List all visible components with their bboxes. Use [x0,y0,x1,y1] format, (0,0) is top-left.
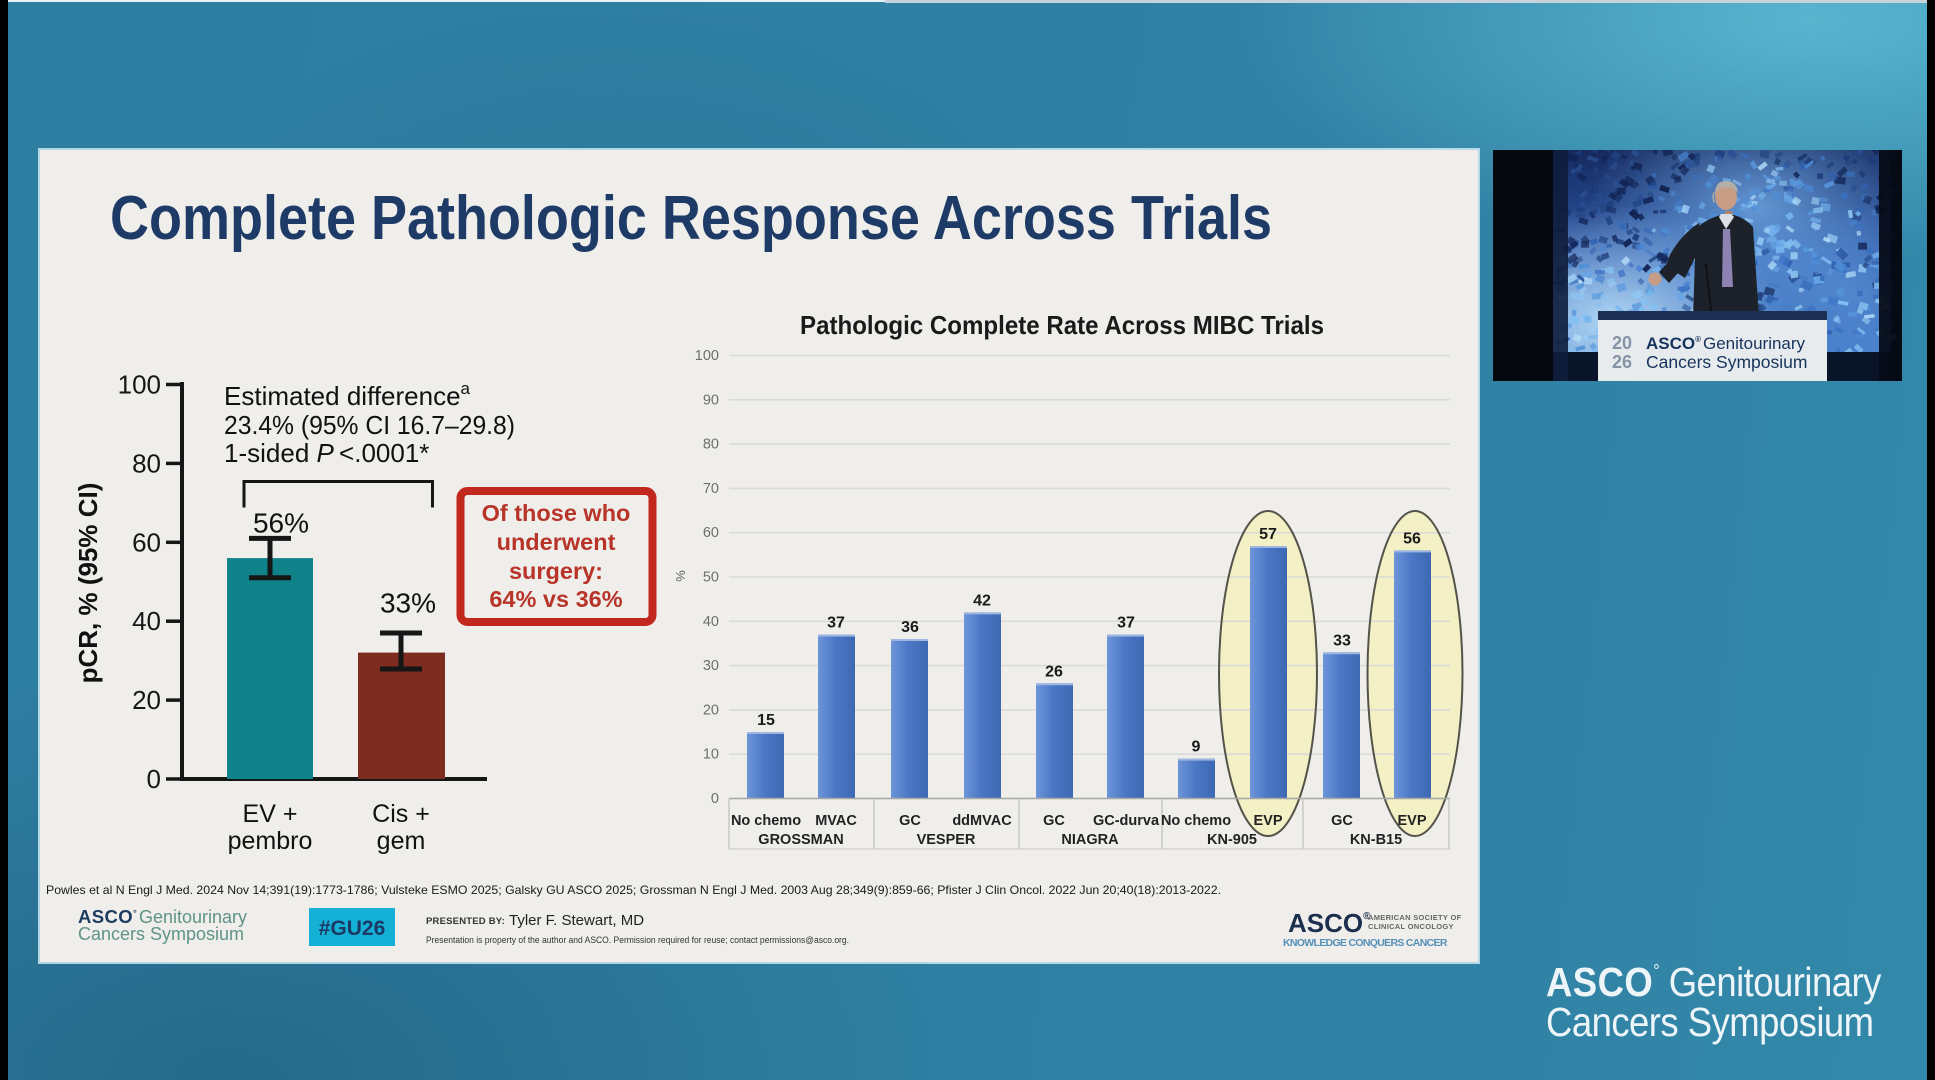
svg-text:9: 9 [1192,739,1201,756]
svg-text:pCR, % (95% CI): pCR, % (95% CI) [73,483,103,684]
svg-text:26: 26 [1612,352,1632,372]
svg-text:surgery:: surgery: [509,558,603,584]
svg-text:NIAGRA: NIAGRA [1061,832,1119,848]
svg-text:60: 60 [132,527,161,557]
svg-text:15: 15 [757,712,775,729]
svg-text:VESPER: VESPER [917,832,976,848]
svg-text:Tyler F. Stewart, MD: Tyler F. Stewart, MD [509,912,644,929]
svg-text:GC: GC [899,813,921,829]
svg-text:0: 0 [147,764,161,794]
svg-text:30: 30 [703,658,719,674]
svg-text:37: 37 [1117,615,1135,632]
svg-text:Complete Pathologic Response A: Complete Pathologic Response Across Tria… [110,184,1272,253]
svg-text:70: 70 [703,481,719,497]
svg-text:Genitourinary: Genitourinary [1703,334,1806,353]
svg-text:No chemo: No chemo [731,813,801,829]
svg-text:%: % [673,570,688,582]
svg-text:56%: 56% [253,508,309,539]
svg-text:GC: GC [1043,813,1065,829]
svg-text:GROSSMAN: GROSSMAN [758,832,843,848]
svg-text:Cancers Symposium: Cancers Symposium [78,924,244,944]
svg-text:10: 10 [703,747,719,763]
svg-text:60: 60 [703,525,719,541]
svg-text:Estimated differencea: Estimated differencea [224,379,471,411]
svg-text:40: 40 [703,614,719,630]
svg-text:80: 80 [703,437,719,453]
svg-text:KNOWLEDGE CONQUERS CANCER: KNOWLEDGE CONQUERS CANCER [1283,937,1448,949]
svg-text:pembro: pembro [228,827,313,855]
svg-text:20: 20 [1612,333,1632,353]
svg-text:gem: gem [377,827,426,855]
svg-text:100: 100 [695,348,719,364]
svg-text:EVP: EVP [1397,813,1426,829]
svg-text:64% vs 36%: 64% vs 36% [489,586,622,612]
svg-text:#GU26: #GU26 [319,917,386,940]
svg-text:Presentation is property of th: Presentation is property of the author a… [426,935,849,945]
svg-text:Pathologic Complete Rate Acros: Pathologic Complete Rate Across MIBC Tri… [800,310,1324,340]
svg-text:57: 57 [1259,526,1277,543]
svg-text:33: 33 [1333,632,1351,649]
svg-text:40: 40 [132,606,161,636]
svg-text:KN-B15: KN-B15 [1350,832,1402,848]
svg-text:1-sided P <.0001*: 1-sided P <.0001* [224,438,429,468]
svg-text:0: 0 [711,791,719,807]
svg-text:MVAC: MVAC [815,813,857,829]
svg-text:No chemo: No chemo [1161,813,1231,829]
svg-text:50: 50 [703,570,719,586]
svg-text:ddMVAC: ddMVAC [952,813,1012,829]
svg-text:36: 36 [901,619,919,636]
svg-text:23.4% (95% CI 16.7–29.8): 23.4% (95% CI 16.7–29.8) [224,410,515,440]
svg-text:ASCO®: ASCO® [1288,908,1371,938]
svg-text:20: 20 [703,702,719,718]
svg-text:CLINICAL ONCOLOGY: CLINICAL ONCOLOGY [1368,922,1454,931]
svg-text:33%: 33% [380,588,436,619]
svg-text:GC-durva: GC-durva [1093,813,1160,829]
svg-text:20: 20 [132,685,161,715]
svg-text:EVP: EVP [1253,813,1282,829]
svg-text:AMERICAN SOCIETY OF: AMERICAN SOCIETY OF [1368,913,1462,922]
svg-text:underwent: underwent [497,529,616,555]
svg-text:Genitourinary: Genitourinary [139,907,247,927]
svg-text:100: 100 [118,370,161,400]
svg-text:Of those who: Of those who [482,500,631,526]
svg-text:EV +: EV + [243,800,298,828]
svg-text:ASCO®: ASCO® [1646,334,1701,353]
svg-text:Cancers Symposium: Cancers Symposium [1646,352,1807,372]
svg-text:PRESENTED BY:: PRESENTED BY: [426,916,505,927]
svg-text:KN-905: KN-905 [1207,832,1257,848]
svg-text:ASCO°: ASCO° [78,906,137,927]
svg-text:56: 56 [1403,530,1421,547]
svg-text:80: 80 [132,448,161,478]
svg-text:37: 37 [827,615,845,632]
svg-text:42: 42 [973,592,991,609]
svg-text:90: 90 [703,392,719,408]
svg-text:Cis +: Cis + [372,800,430,828]
svg-text:26: 26 [1045,663,1063,680]
svg-text:Powles et al N Engl J Med. 202: Powles et al N Engl J Med. 2024 Nov 14;3… [46,883,1221,897]
svg-text:GC: GC [1331,813,1353,829]
